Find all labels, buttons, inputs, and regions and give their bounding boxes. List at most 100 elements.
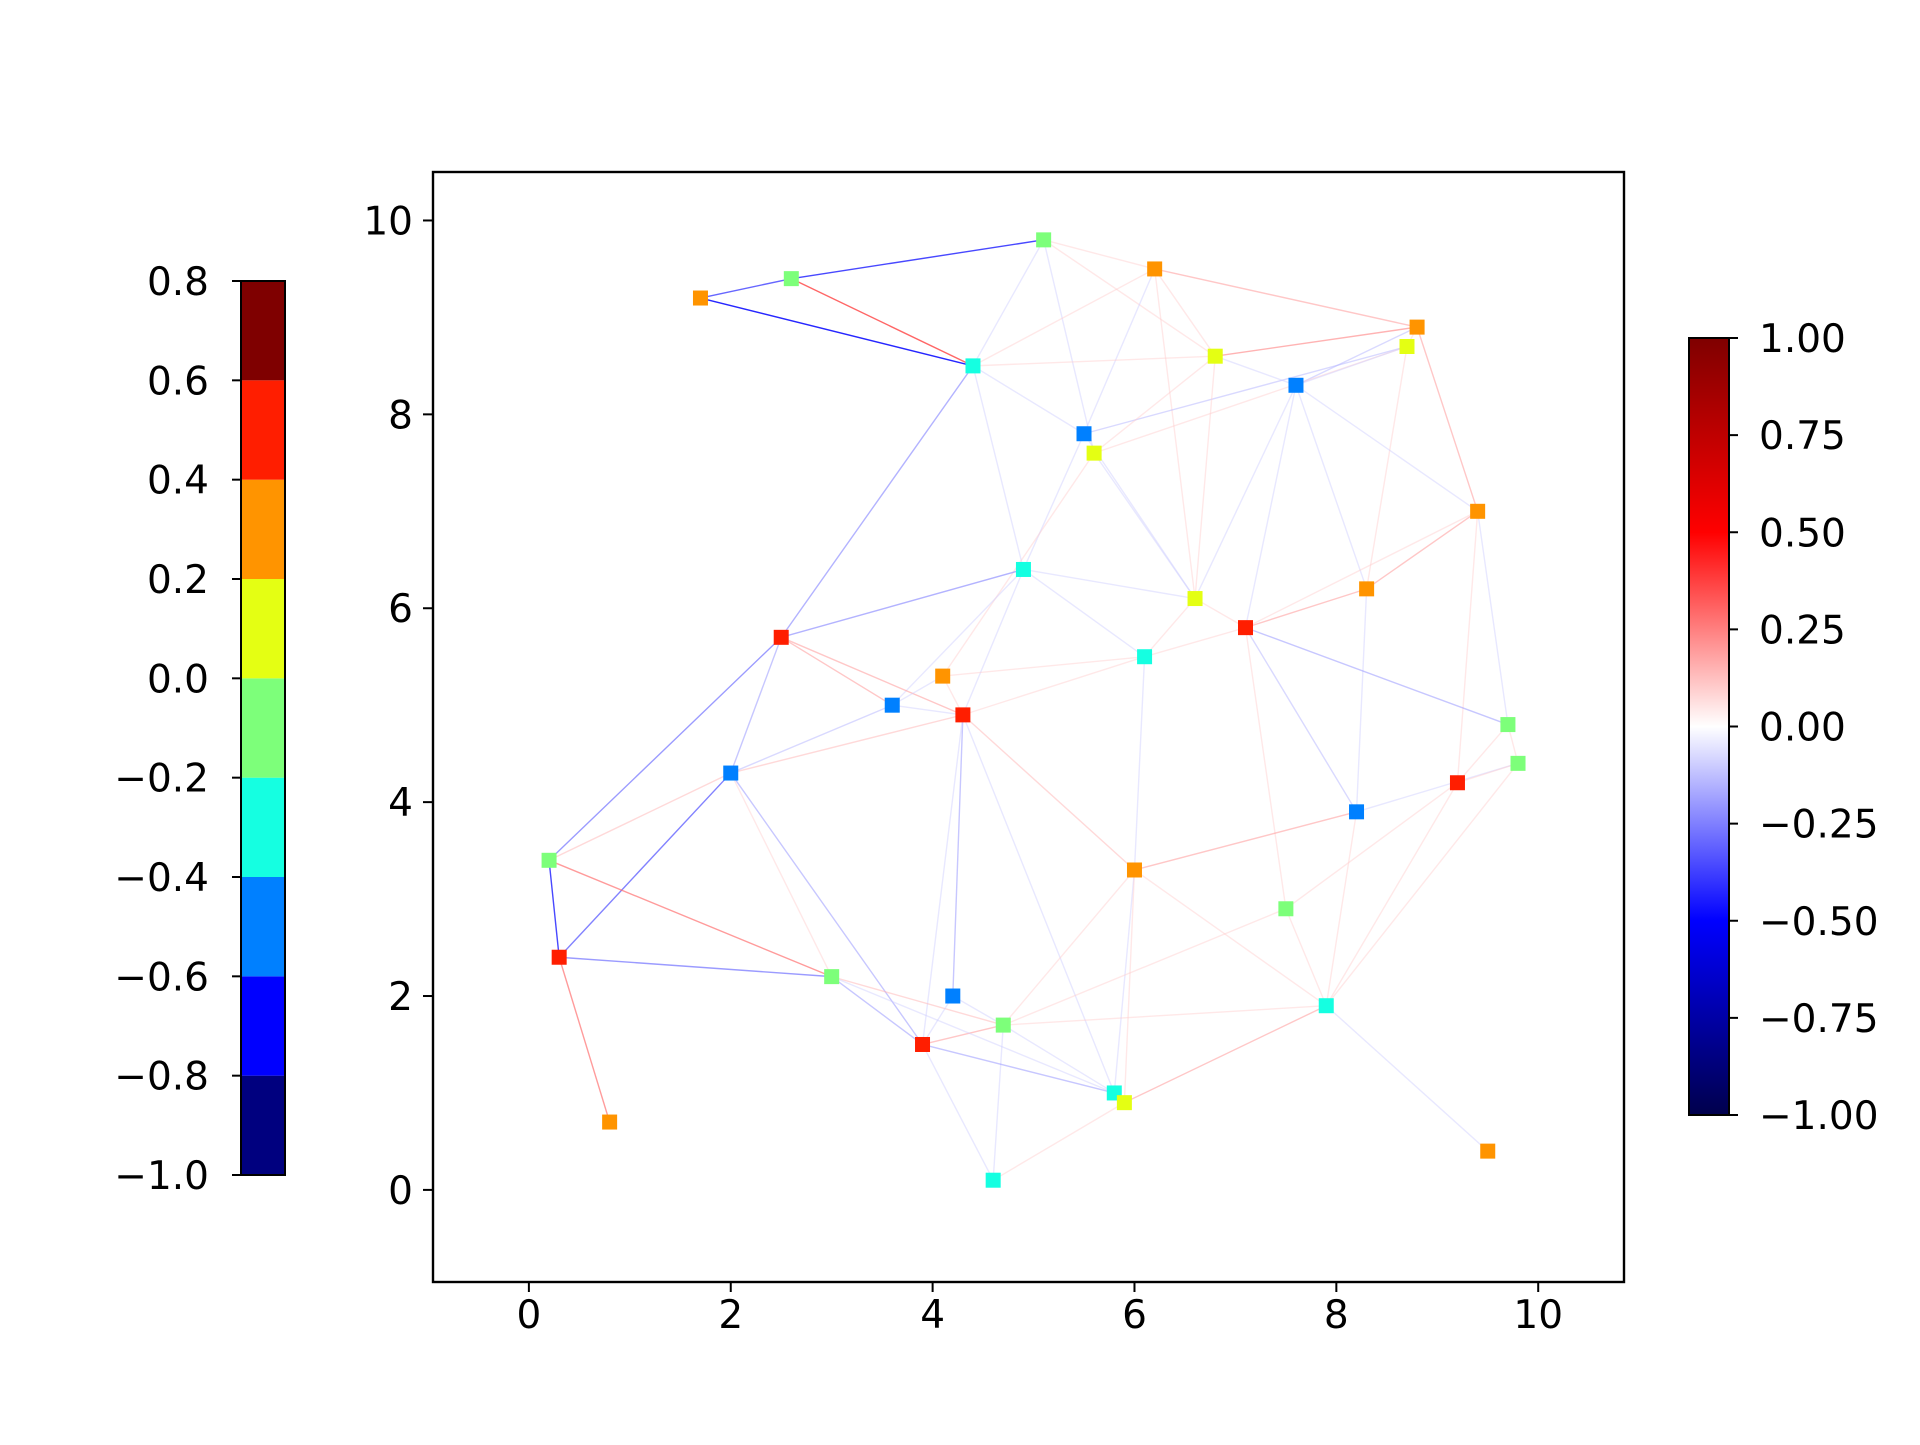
x-tick-label-5: 10 [1513,1293,1563,1338]
network-node-12 [1015,561,1031,577]
y-tick-label-2: 4 [388,781,413,826]
edge-colorbar-label-0: −1.00 [1759,1094,1879,1139]
network-edge-33 [1083,433,1196,599]
network-node-18 [935,668,951,684]
network-edge-20 [1295,345,1408,386]
network-edge-0 [700,277,792,299]
node-colorbar-swatch-3 [241,777,285,877]
edge-colorbar-gradient [1688,337,1730,1116]
edge-colorbar-label-1: −0.75 [1759,997,1879,1042]
x-tick-label-2: 4 [920,1293,945,1338]
network-node-11 [1470,503,1486,519]
network-edge-32 [1022,433,1085,570]
network-edge-6 [1042,239,1095,454]
network-edge-10 [1083,268,1156,435]
node-colorbar-label-6: 0.2 [147,558,209,603]
network-node-30 [824,969,840,985]
node-colorbar-label-8: 0.6 [147,359,209,404]
network-edge-43 [891,568,1024,706]
network-node-20 [955,707,971,723]
network-edge-92 [831,976,923,1046]
network-node-7 [965,358,981,374]
nodes-layer [541,232,1526,1188]
network-edge-25 [972,365,1085,435]
edge-colorbar-label-8: 1.00 [1759,317,1846,362]
network-edge-90 [559,956,832,978]
network-edge-9 [1154,268,1216,357]
network-edge-101 [992,1025,1004,1181]
network-node-27 [1126,862,1142,878]
network-edge-23 [1093,355,1216,454]
network-node-0 [692,290,708,306]
network-edge-98 [1325,1005,1489,1152]
network-edge-84 [1113,869,1136,1094]
network-edge-28 [1295,384,1479,512]
network-edge-11 [1153,268,1196,599]
network-edge-95 [952,995,1004,1026]
network-edge-2 [791,239,1044,280]
y-axis: 0 2 4 6 8 10 [363,199,433,1214]
network-edge-7 [1043,239,1216,357]
x-tick-label-4: 8 [1324,1293,1349,1338]
network-node-19 [884,697,900,713]
network-edge-48 [1194,597,1246,629]
node-colorbar-swatch-5 [241,579,285,679]
network-edge-79 [1325,782,1459,1007]
network-edge-76 [730,772,924,1045]
x-tick-label-1: 2 [718,1293,743,1338]
network-edge-55 [730,637,782,774]
plot-area-frame [431,170,1626,1284]
node-colorbar-swatch-8 [241,281,285,381]
y-tick-label-0: 0 [388,1169,413,1214]
node-colorbar-label-1: −0.8 [114,1055,209,1100]
node-colorbar-label-4: −0.2 [114,757,209,802]
network-node-1 [783,271,799,287]
x-tick-label-3: 6 [1122,1293,1147,1338]
edge-colorbar-label-5: 0.25 [1759,608,1846,653]
network-edge-54 [780,636,964,716]
network-edge-82 [548,860,560,958]
network-edge-105 [992,1102,1125,1181]
network-edge-71 [1325,762,1519,1007]
network-edge-15 [1416,326,1479,512]
network-edge-1 [700,297,974,367]
network-edge-16 [1295,326,1418,386]
network-node-34 [915,1036,931,1052]
network-edge-66 [952,714,964,997]
network-edge-41 [1023,568,1196,600]
network-edge-78 [1285,782,1458,910]
network-edge-81 [1325,811,1358,1006]
edges-layer [548,239,1519,1181]
network-edge-51 [1144,626,1246,658]
network-node-33 [995,1017,1011,1033]
edge-colorbar-label-3: −0.25 [1759,803,1879,848]
network-edge-5 [972,239,1045,367]
node-colorbar-label-9: 0.8 [147,260,209,305]
network-edge-88 [1003,908,1287,1026]
node-colorbar-label-3: −0.4 [114,856,209,901]
network-edge-53 [780,636,893,706]
network-edge-73 [1457,762,1519,784]
network-node-31 [945,988,961,1004]
network-node-28 [1278,901,1294,917]
network-edge-58 [1133,656,1146,871]
network-edge-30 [1244,385,1297,628]
network-edge-87 [1002,869,1136,1026]
node-colorbar-label-7: 0.4 [147,459,209,504]
network-edge-14 [1215,326,1418,357]
network-edge-17 [1083,345,1408,435]
network-edge-106 [831,975,1115,1094]
y-tick-label-4: 8 [388,393,413,438]
network-edge-8 [1154,268,1418,328]
network-node-39 [985,1172,1001,1188]
network-edge-39 [1245,510,1478,629]
network-edge-64 [730,714,964,774]
network-node-23 [723,765,739,781]
node-colorbar-label-2: −0.6 [114,955,209,1000]
node-colorbar-swatch-1 [241,976,285,1076]
network-edge-68 [962,714,1115,1094]
network-node-2 [1036,232,1052,248]
edge-weight-colorbar: −1.00 −0.75 −0.50 −0.25 0.00 0.25 0.50 0.75 1.00 [1688,317,1879,1139]
network-edge-57 [962,656,1145,716]
